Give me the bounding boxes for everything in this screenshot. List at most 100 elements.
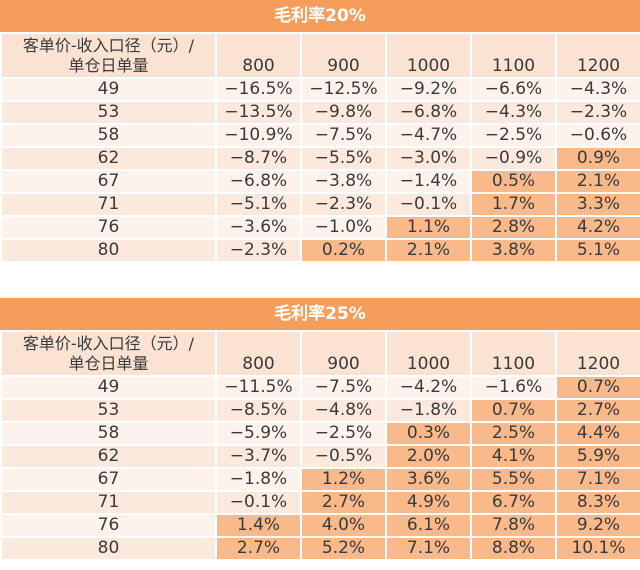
value-cell: 5.2%: [300, 536, 387, 561]
value-cell: 5.1%: [555, 238, 640, 263]
row-label: 76: [0, 215, 217, 240]
value-cell: 5.9%: [555, 444, 640, 469]
table-row: 62 −3.7% −0.5% 2.0% 4.1% 5.9%: [0, 444, 640, 469]
value-cell: 2.5%: [470, 421, 557, 446]
value-cell: −4.3%: [470, 100, 557, 125]
value-cell: −4.3%: [555, 77, 640, 102]
value-cell: −0.5%: [300, 444, 387, 469]
column-header: 900: [300, 330, 387, 377]
table-row: 58 −10.9% −7.5% −4.7% −2.5% −0.6%: [0, 123, 640, 148]
header-row: 客单价-收入口径（元）/ 单仓日单量 800 900 1000 1100 120…: [0, 330, 640, 377]
value-cell: −9.8%: [300, 100, 387, 125]
table-row: 80 −2.3% 0.2% 2.1% 3.8% 5.1%: [0, 238, 640, 263]
header-row: 客单价-收入口径（元）/ 单仓日单量 800 900 1000 1100 120…: [0, 32, 640, 79]
table-row: 53 −13.5% −9.8% −6.8% −4.3% −2.3%: [0, 100, 640, 125]
value-cell: −0.1%: [385, 192, 472, 217]
value-cell: −6.8%: [385, 100, 472, 125]
table-row: 67 −6.8% −3.8% −1.4% 0.5% 2.1%: [0, 169, 640, 194]
value-cell: −2.5%: [470, 123, 557, 148]
value-cell: −5.1%: [215, 192, 302, 217]
value-cell: 7.1%: [555, 467, 640, 492]
column-header: 1000: [385, 32, 472, 79]
value-cell: −7.5%: [300, 123, 387, 148]
table-title: 毛利率25%: [0, 298, 640, 330]
value-cell: −4.7%: [385, 123, 472, 148]
table-row: 71 −0.1% 2.7% 4.9% 6.7% 8.3%: [0, 490, 640, 515]
value-cell: 2.1%: [385, 238, 472, 263]
value-cell: 7.1%: [385, 536, 472, 561]
value-cell: −0.9%: [470, 146, 557, 171]
row-label: 53: [0, 100, 217, 125]
table-row: 49 −11.5% −7.5% −4.2% −1.6% 0.7%: [0, 375, 640, 400]
value-cell: 2.1%: [555, 169, 640, 194]
value-cell: −1.8%: [385, 398, 472, 423]
row-label: 58: [0, 123, 217, 148]
value-cell: 3.6%: [385, 467, 472, 492]
value-cell: −10.9%: [215, 123, 302, 148]
column-header: 900: [300, 32, 387, 79]
row-label: 71: [0, 192, 217, 217]
value-cell: 4.0%: [300, 513, 387, 538]
value-cell: −9.2%: [385, 77, 472, 102]
value-cell: 5.5%: [470, 467, 557, 492]
margin-grid: 客单价-收入口径（元）/ 单仓日单量 800 900 1000 1100 120…: [0, 330, 640, 561]
table-row: 71 −5.1% −2.3% −0.1% 1.7% 3.3%: [0, 192, 640, 217]
margin-grid: 客单价-收入口径（元）/ 单仓日单量 800 900 1000 1100 120…: [0, 32, 640, 263]
table-row: 76 −3.6% −1.0% 1.1% 2.8% 4.2%: [0, 215, 640, 240]
value-cell: −4.8%: [300, 398, 387, 423]
row-label: 62: [0, 146, 217, 171]
value-cell: 4.9%: [385, 490, 472, 515]
corner-label: 客单价-收入口径（元）/ 单仓日单量: [0, 32, 217, 79]
value-cell: 1.2%: [300, 467, 387, 492]
corner-label-line1: 客单价-收入口径（元）/: [22, 333, 195, 353]
column-header: 800: [215, 32, 302, 79]
row-label: 76: [0, 513, 217, 538]
value-cell: 1.4%: [215, 513, 302, 538]
value-cell: 4.4%: [555, 421, 640, 446]
value-cell: −2.5%: [300, 421, 387, 446]
value-cell: −7.5%: [300, 375, 387, 400]
value-cell: −4.2%: [385, 375, 472, 400]
row-label: 80: [0, 536, 217, 561]
value-cell: −6.6%: [470, 77, 557, 102]
value-cell: 0.5%: [470, 169, 557, 194]
row-label: 49: [0, 375, 217, 400]
table-row: 49 −16.5% −12.5% −9.2% −6.6% −4.3%: [0, 77, 640, 102]
table-row: 80 2.7% 5.2% 7.1% 8.8% 10.1%: [0, 536, 640, 561]
value-cell: 2.7%: [215, 536, 302, 561]
table-row: 53 −8.5% −4.8% −1.8% 0.7% 2.7%: [0, 398, 640, 423]
value-cell: 1.7%: [470, 192, 557, 217]
value-cell: −11.5%: [215, 375, 302, 400]
margin-table-20: 毛利率20% 客单价-收入口径（元）/ 单仓日单量 800 900 1000 1…: [0, 0, 640, 263]
value-cell: 3.8%: [470, 238, 557, 263]
table-row: 67 −1.8% 1.2% 3.6% 5.5% 7.1%: [0, 467, 640, 492]
value-cell: 0.7%: [555, 375, 640, 400]
row-label: 53: [0, 398, 217, 423]
column-header: 1100: [470, 32, 557, 79]
value-cell: 2.0%: [385, 444, 472, 469]
value-cell: 4.1%: [470, 444, 557, 469]
value-cell: −2.3%: [300, 192, 387, 217]
value-cell: 1.1%: [385, 215, 472, 240]
value-cell: 4.2%: [555, 215, 640, 240]
value-cell: 6.1%: [385, 513, 472, 538]
value-cell: −0.6%: [555, 123, 640, 148]
value-cell: 0.3%: [385, 421, 472, 446]
column-header: 1200: [555, 330, 640, 377]
corner-label: 客单价-收入口径（元）/ 单仓日单量: [0, 330, 217, 377]
row-label: 62: [0, 444, 217, 469]
column-header: 1200: [555, 32, 640, 79]
corner-label-line2: 单仓日单量: [68, 55, 149, 75]
value-cell: 2.7%: [555, 398, 640, 423]
value-cell: 7.8%: [470, 513, 557, 538]
value-cell: −3.7%: [215, 444, 302, 469]
value-cell: −2.3%: [215, 238, 302, 263]
value-cell: 8.8%: [470, 536, 557, 561]
value-cell: −2.3%: [555, 100, 640, 125]
value-cell: 0.2%: [300, 238, 387, 263]
value-cell: −8.5%: [215, 398, 302, 423]
row-label: 67: [0, 467, 217, 492]
value-cell: −8.7%: [215, 146, 302, 171]
value-cell: −3.6%: [215, 215, 302, 240]
value-cell: 2.7%: [300, 490, 387, 515]
